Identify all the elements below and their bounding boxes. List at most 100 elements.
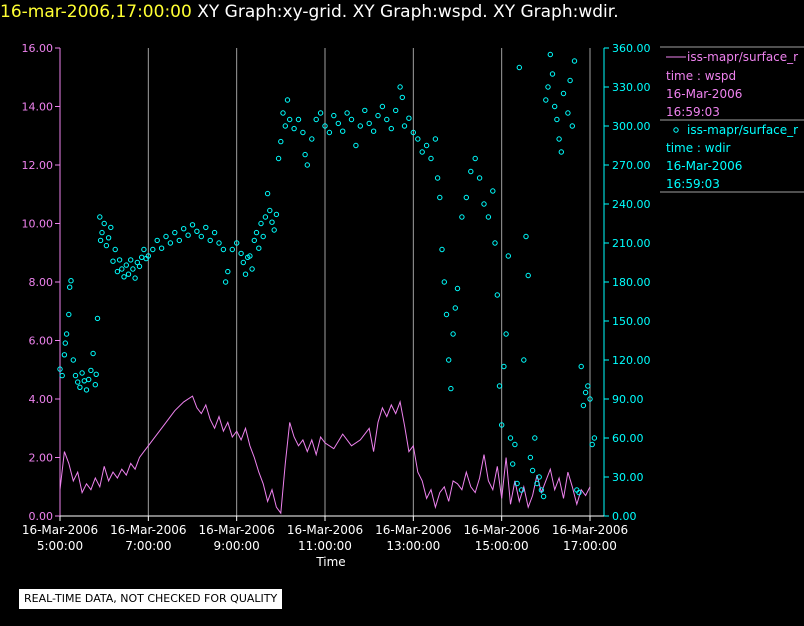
wdir-point bbox=[268, 208, 272, 212]
left-tick-label: 12.00 bbox=[22, 159, 54, 172]
wdir-point bbox=[433, 137, 437, 141]
x-tick-time: 15:00:00 bbox=[475, 539, 529, 553]
grid-lines bbox=[148, 48, 590, 516]
wdir-point bbox=[84, 388, 88, 392]
wdir-point bbox=[89, 368, 93, 372]
wdir-point bbox=[274, 212, 278, 216]
wdir-point bbox=[140, 255, 144, 259]
wdir-point bbox=[473, 156, 477, 160]
wdir-point bbox=[455, 286, 459, 290]
wdir-point bbox=[513, 442, 517, 446]
legend-wdir-var: time : wdir bbox=[666, 141, 731, 155]
x-tick-date: 16-Mar-2006 bbox=[463, 523, 539, 537]
wdir-point bbox=[80, 371, 84, 375]
wdir-point bbox=[113, 247, 117, 251]
right-tick-label: 120.00 bbox=[612, 354, 651, 367]
wdir-point bbox=[190, 223, 194, 227]
wdir-point bbox=[590, 442, 594, 446]
wdir-point bbox=[394, 108, 398, 112]
right-tick-label: 330.00 bbox=[612, 81, 651, 94]
wdir-point bbox=[581, 403, 585, 407]
wdir-point bbox=[270, 220, 274, 224]
wdir-point bbox=[69, 279, 73, 283]
wdir-point bbox=[64, 332, 68, 336]
wdir-point bbox=[491, 189, 495, 193]
wdir-point bbox=[276, 156, 280, 160]
wdir-point bbox=[561, 91, 565, 95]
wdir-point bbox=[570, 124, 574, 128]
x-tick-date: 16-Mar-2006 bbox=[110, 523, 186, 537]
wdir-point bbox=[124, 263, 128, 267]
wdir-point bbox=[98, 238, 102, 242]
wdir-point bbox=[429, 156, 433, 160]
wdir-point bbox=[60, 373, 64, 377]
wdir-point bbox=[579, 364, 583, 368]
wdir-point bbox=[71, 358, 75, 362]
wdir-point bbox=[259, 221, 263, 225]
wdir-point bbox=[376, 113, 380, 117]
wdir-point bbox=[341, 129, 345, 133]
wdir-point bbox=[117, 258, 121, 262]
wdir-point bbox=[506, 254, 510, 258]
wdir-point bbox=[133, 276, 137, 280]
wdir-point bbox=[358, 124, 362, 128]
wdir-point bbox=[151, 247, 155, 251]
wdir-point bbox=[177, 238, 181, 242]
wdir-point bbox=[281, 111, 285, 115]
wdir-point bbox=[73, 373, 77, 377]
wdir-point bbox=[76, 380, 80, 384]
wdir-point bbox=[109, 225, 113, 229]
wdir-point bbox=[442, 280, 446, 284]
left-tick-label: 14.00 bbox=[22, 101, 54, 114]
wdir-point bbox=[541, 494, 545, 498]
wdir-point bbox=[559, 150, 563, 154]
wdir-point bbox=[314, 117, 318, 121]
wdir-point bbox=[122, 275, 126, 279]
wdir-point bbox=[453, 306, 457, 310]
wdir-point bbox=[63, 341, 67, 345]
wdir-point bbox=[67, 312, 71, 316]
left-tick-label: 8.00 bbox=[29, 276, 54, 289]
wdir-point bbox=[533, 436, 537, 440]
wdir-point bbox=[477, 176, 481, 180]
wdir-point bbox=[115, 269, 119, 273]
wdir-point bbox=[120, 267, 124, 271]
right-tick-label: 30.00 bbox=[612, 471, 644, 484]
wdir-point bbox=[544, 98, 548, 102]
wdir-point bbox=[530, 468, 534, 472]
wdir-point bbox=[129, 258, 133, 262]
wdir-point bbox=[402, 124, 406, 128]
x-tick-time: 9:00:00 bbox=[214, 539, 260, 553]
wdir-point bbox=[572, 59, 576, 63]
wdir-point bbox=[511, 462, 515, 466]
wdir-point bbox=[252, 238, 256, 242]
wdir-point bbox=[212, 230, 216, 234]
wdir-point bbox=[173, 230, 177, 234]
right-tick-label: 270.00 bbox=[612, 159, 651, 172]
wdir-point bbox=[424, 143, 428, 147]
wdir-point bbox=[389, 126, 393, 130]
wdir-point bbox=[142, 247, 146, 251]
x-tick-date: 16-Mar-2006 bbox=[22, 523, 98, 537]
legend-wdir-time: 16:59:03 bbox=[666, 177, 720, 191]
wdir-point bbox=[495, 293, 499, 297]
wdir-point bbox=[526, 273, 530, 277]
wdir-point bbox=[78, 385, 82, 389]
chart-svg: 0.00 2.00 4.00 6.00 8.00 10.00 12.00 14.00 16.00… bbox=[0, 0, 804, 585]
wdir-point bbox=[164, 234, 168, 238]
wdir-point bbox=[208, 238, 212, 242]
wdir-point bbox=[111, 259, 115, 263]
wdir-point bbox=[568, 78, 572, 82]
wdir-point bbox=[217, 241, 221, 245]
left-tick-label: 4.00 bbox=[29, 393, 54, 406]
wdir-point bbox=[327, 130, 331, 134]
quality-disclaimer: REAL-TIME DATA, NOT CHECKED FOR QUALITY bbox=[19, 589, 282, 609]
wdir-point bbox=[221, 247, 225, 251]
wdir-point bbox=[303, 152, 307, 156]
x-tick-time: 13:00:00 bbox=[386, 539, 440, 553]
wdir-point bbox=[241, 260, 245, 264]
wdir-point bbox=[592, 436, 596, 440]
wdir-point bbox=[62, 353, 66, 357]
wdir-point bbox=[447, 358, 451, 362]
wdir-point bbox=[87, 377, 91, 381]
